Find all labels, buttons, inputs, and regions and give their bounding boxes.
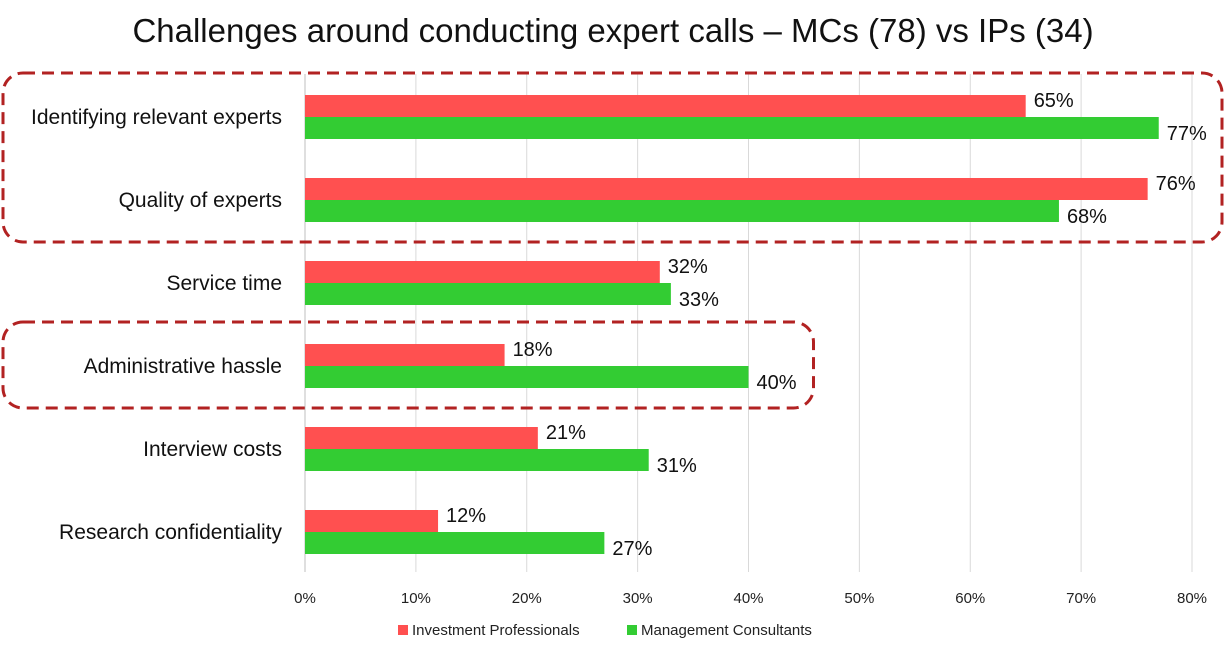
bar-investment-professionals: [305, 261, 660, 283]
data-label: 65%: [1034, 90, 1074, 112]
data-label: 31%: [657, 455, 697, 477]
category-label: Quality of experts: [119, 189, 282, 212]
x-tick-label: 80%: [1177, 590, 1207, 607]
data-label: 68%: [1067, 206, 1107, 228]
highlight-box: [1, 71, 1224, 244]
data-label: 27%: [612, 538, 652, 560]
bar-investment-professionals: [305, 178, 1148, 200]
bar-investment-professionals: [305, 344, 505, 366]
legend-label: Investment Professionals: [412, 622, 580, 639]
data-label: 21%: [546, 422, 586, 444]
data-label: 76%: [1156, 173, 1196, 195]
highlight-box: [1, 320, 815, 410]
x-tick-label: 30%: [623, 590, 653, 607]
category-label: Interview costs: [143, 438, 282, 461]
category-label: Administrative hassle: [84, 355, 282, 378]
category-label: Service time: [166, 272, 282, 295]
data-label: 40%: [757, 372, 797, 394]
bar-management-consultants: [305, 200, 1059, 222]
x-tick-label: 40%: [733, 590, 763, 607]
bar-management-consultants: [305, 532, 605, 554]
bar-management-consultants: [305, 117, 1159, 139]
x-tick-label: 70%: [1066, 590, 1096, 607]
legend-swatch: [398, 625, 408, 635]
x-tick-label: 20%: [512, 590, 542, 607]
category-label: Research confidentiality: [59, 521, 282, 544]
category-label: Identifying relevant experts: [31, 106, 282, 129]
bar-management-consultants: [305, 366, 749, 388]
legend-label: Management Consultants: [641, 622, 812, 639]
data-label: 32%: [668, 256, 708, 278]
x-tick-label: 50%: [844, 590, 874, 607]
bar-management-consultants: [305, 449, 649, 471]
bar-management-consultants: [305, 283, 671, 305]
chart-title: Challenges around conducting expert call…: [132, 12, 1094, 49]
x-tick-label: 0%: [294, 590, 316, 607]
data-label: 18%: [513, 339, 553, 361]
data-label: 33%: [679, 289, 719, 311]
x-tick-label: 60%: [955, 590, 985, 607]
legend-swatch: [627, 625, 637, 635]
data-label: 12%: [446, 505, 486, 527]
data-label: 77%: [1167, 123, 1207, 145]
bar-investment-professionals: [305, 510, 439, 532]
bar-investment-professionals: [305, 427, 538, 449]
bar-investment-professionals: [305, 95, 1026, 117]
x-tick-label: 10%: [401, 590, 431, 607]
